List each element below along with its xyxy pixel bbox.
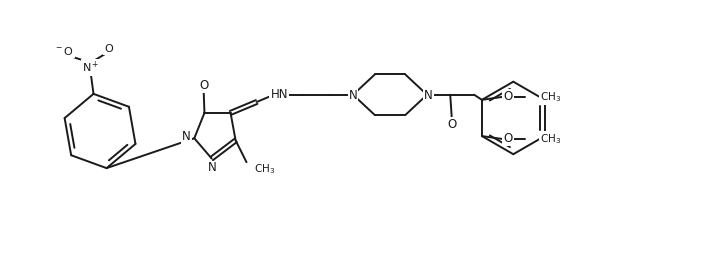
Text: N: N	[208, 161, 217, 174]
Text: CH$_3$: CH$_3$	[254, 162, 275, 176]
Text: HN: HN	[270, 88, 288, 101]
Text: N: N	[182, 130, 191, 143]
Text: $^-$O: $^-$O	[54, 45, 74, 57]
Text: N$^+$: N$^+$	[82, 59, 99, 75]
Text: O: O	[199, 79, 208, 92]
Text: N: N	[349, 89, 357, 102]
Text: N: N	[424, 89, 433, 102]
Text: CH$_3$: CH$_3$	[540, 90, 561, 104]
Text: O: O	[447, 118, 456, 131]
Text: CH$_3$: CH$_3$	[540, 132, 561, 146]
Text: O: O	[503, 133, 513, 145]
Text: O: O	[104, 44, 113, 54]
Text: O: O	[503, 90, 513, 103]
